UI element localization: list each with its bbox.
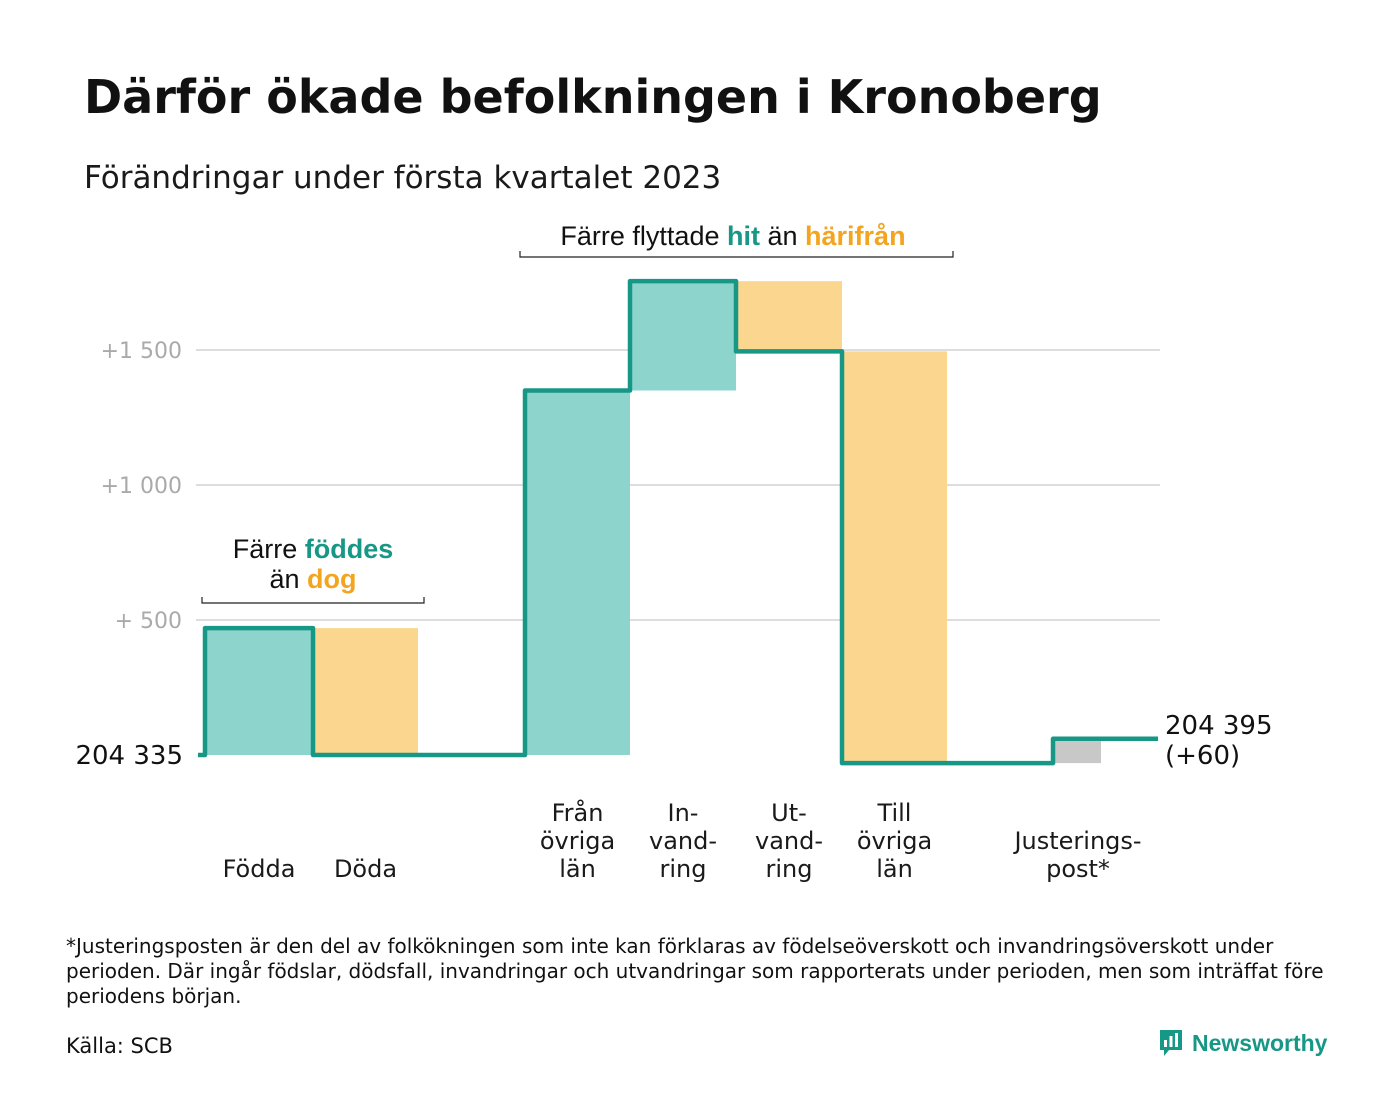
annotation-segment: Färre [233, 534, 305, 564]
annotation-segment: än [269, 564, 307, 594]
category-label: post* [1046, 855, 1110, 883]
annotation-text: Färre flyttade hit än härifrån [560, 221, 905, 251]
y-tick-label: +1 000 [101, 474, 182, 499]
annotation-text: Färre föddes [233, 534, 394, 564]
chart-subtitle: Förändringar under första kvartalet 2023 [84, 160, 722, 196]
category-label: ring [766, 855, 813, 883]
bar-step-3 [630, 281, 736, 391]
end-value-label: (+60) [1165, 741, 1240, 771]
running-total-line [198, 278, 1158, 766]
bar-step-2 [525, 390, 630, 755]
newsworthy-logo-icon [1160, 1030, 1182, 1056]
source-note: Källa: SCB [66, 1034, 173, 1058]
category-label: län [559, 855, 596, 883]
category-label: län [876, 855, 913, 883]
running-total-path [198, 278, 1158, 766]
category-labels: Födda DödaFrånövrigalänIn-vand-ringUt-van… [75, 711, 1272, 883]
category-label: ring [660, 855, 707, 883]
end-value-label: 204 395 [1165, 711, 1273, 741]
category-label: Döda [334, 855, 397, 883]
bar-step-6 [1053, 738, 1101, 764]
category-label: In- [668, 799, 699, 827]
category-label: Födda [223, 855, 296, 883]
annotation-text: än dog [269, 564, 356, 594]
chart-title: Därför ökade befolkningen i Kronoberg [84, 70, 1102, 124]
waterfall-chart: + 500+1 000+1 500 Födda DödaFrånövrigalän… [75, 221, 1272, 883]
annotation-bracket [519, 251, 954, 258]
annotation-segment: än [760, 221, 805, 251]
annotation-segment: föddes [305, 534, 394, 564]
bar-step-4 [736, 281, 842, 352]
bars [205, 281, 1101, 764]
annotation-segment: hit [727, 221, 760, 251]
category-label: övriga [540, 827, 615, 855]
start-value-label: 204 335 [75, 741, 183, 771]
grid-lines: + 500 +1 000 +1 500 [101, 339, 1160, 634]
brand-name: Newsworthy [1192, 1029, 1328, 1056]
annotation-segment: Färre flyttade [560, 221, 727, 251]
category-label: Ut- [771, 799, 807, 827]
brand-logo: Newsworthy [1158, 1028, 1327, 1058]
annotation-segment: härifrån [805, 221, 906, 251]
y-tick-label: +1 500 [101, 339, 182, 364]
category-label: Från [552, 798, 604, 827]
category-label: Justerings- [1012, 827, 1141, 855]
bar-step-0 [205, 628, 313, 755]
annotation-segment: dog [307, 564, 356, 594]
category-label: Till [877, 799, 912, 827]
bar-step-5 [842, 351, 947, 764]
annotation-bracket [201, 597, 425, 604]
category-label: övriga [857, 827, 932, 855]
bar-step-1 [313, 628, 418, 755]
category-label: vand- [755, 827, 823, 855]
footnote: *Justeringsposten är den del av folkökni… [66, 934, 1324, 1008]
y-tick-label: + 500 [115, 609, 182, 634]
category-label: vand- [649, 827, 717, 855]
